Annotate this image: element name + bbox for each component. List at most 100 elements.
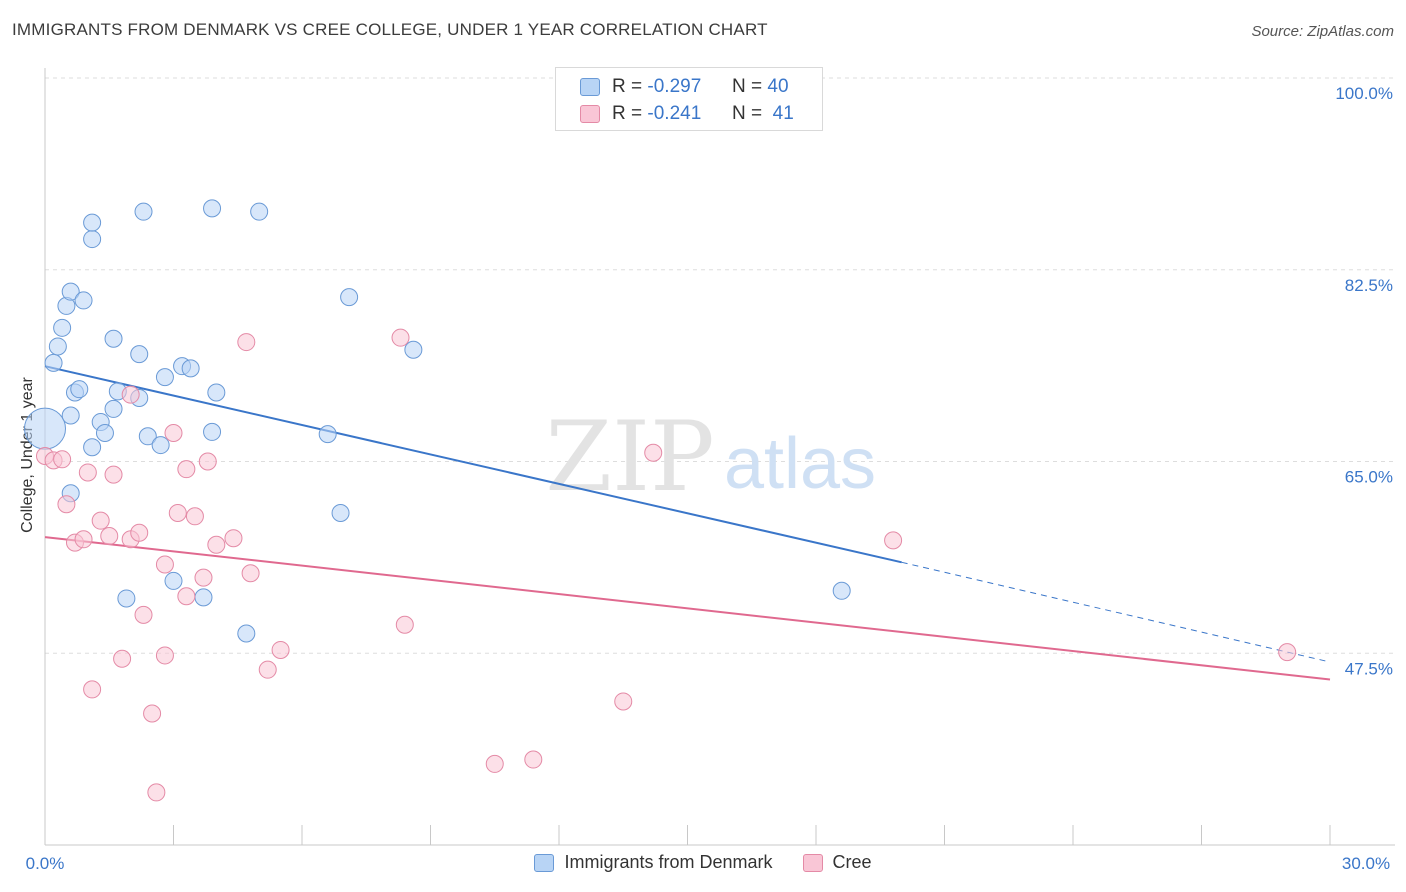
cree-point [524, 750, 543, 769]
cree-point [224, 529, 243, 548]
cree-point [485, 754, 504, 773]
cree-point [121, 385, 140, 404]
series-legend: Immigrants from Denmark Cree [0, 852, 1406, 873]
r-label: R = [612, 76, 643, 97]
denmark-point [104, 329, 123, 348]
cree-point [143, 704, 162, 723]
cree-point [391, 328, 410, 347]
denmark-point [164, 571, 183, 590]
cree-point [168, 503, 187, 522]
r-value: -0.241 [647, 103, 702, 124]
tick-labels: 100.0% 82.5% 65.0% 47.5% 0.0% 30.0% [26, 84, 1393, 873]
denmark-point [151, 436, 170, 455]
cree-point [104, 465, 123, 484]
trend-lines [44, 365, 1331, 681]
stats-legend: R = -0.297 N = 40 R = -0.241 N = 41 [555, 67, 823, 131]
chart-title: IMMIGRANTS FROM DENMARK VS CREE COLLEGE,… [12, 20, 768, 39]
watermark-atlas: atlas [724, 424, 876, 504]
cree-trend-line [44, 536, 1331, 681]
denmark-point [83, 230, 102, 249]
x-tick-label-right: 30.0% [1342, 854, 1390, 873]
denmark-point [250, 202, 269, 221]
cree-swatch [802, 853, 823, 872]
denmark-point [340, 288, 359, 307]
denmark-trend-line [44, 365, 902, 564]
denmark-trend-extension [901, 561, 1331, 663]
cree-point [395, 615, 414, 634]
denmark-point [194, 588, 213, 607]
cree-point [258, 660, 277, 679]
cree-point [147, 783, 166, 802]
legend-label: Immigrants from Denmark [564, 852, 773, 872]
n-value: 41 [772, 103, 794, 124]
denmark-point [207, 383, 226, 402]
legend-label: Cree [832, 852, 872, 872]
denmark-point [104, 399, 123, 418]
cree-point [53, 450, 72, 469]
cree-point [177, 460, 196, 479]
cree-point [207, 535, 226, 554]
cree-point [78, 463, 97, 482]
cree-point [614, 692, 633, 711]
legend-item-denmark[interactable]: Immigrants from Denmark [534, 852, 773, 873]
cree-point [57, 495, 76, 514]
denmark-point [74, 291, 93, 310]
cree-point [83, 680, 102, 699]
denmark-point [83, 213, 102, 232]
denmark-point [95, 424, 114, 443]
legend-item-cree[interactable]: Cree [802, 852, 872, 873]
cree-point [237, 333, 256, 352]
y-tick-label: 100.0% [1335, 84, 1393, 103]
n-label: N = [732, 103, 763, 124]
denmark-point [44, 353, 63, 372]
data-points [24, 199, 1297, 802]
denmark-point [48, 337, 67, 356]
y-tick-label: 82.5% [1345, 276, 1393, 295]
r-value: -0.297 [647, 76, 702, 97]
cree-point [74, 530, 93, 549]
n-value: 40 [767, 76, 789, 97]
y-tick-label: 65.0% [1345, 468, 1393, 487]
cree-swatch [580, 105, 600, 123]
denmark-point [53, 318, 72, 337]
source-label: Source: ZipAtlas.com [1251, 23, 1394, 40]
cree-point [271, 640, 290, 659]
watermark-zip: ZIP [545, 401, 714, 513]
denmark-point [138, 427, 157, 446]
denmark-point [24, 407, 66, 450]
denmark-point [61, 282, 80, 301]
denmark-point [331, 503, 350, 522]
denmark-point [134, 202, 153, 221]
cree-point [198, 452, 217, 471]
r-label: R = [612, 103, 643, 124]
denmark-point [203, 199, 222, 218]
denmark-point [181, 359, 200, 378]
denmark-point [117, 589, 136, 608]
n-label: N = [732, 76, 763, 97]
denmark-point [237, 624, 256, 643]
cree-point [1278, 643, 1297, 662]
denmark-point [203, 422, 222, 441]
watermark: ZIP atlas [545, 401, 876, 513]
cree-point [113, 649, 132, 668]
cree-point [177, 587, 196, 606]
cree-point [91, 511, 110, 530]
cree-point [164, 424, 183, 443]
denmark-point [318, 425, 337, 444]
x-tick-label-left: 0.0% [26, 854, 65, 873]
cree-point [644, 443, 663, 462]
denmark-point [130, 345, 149, 364]
denmark-swatch [534, 853, 555, 872]
denmark-point [83, 438, 102, 457]
denmark-point [404, 340, 423, 359]
cree-point [130, 523, 149, 542]
cree-point [241, 564, 260, 583]
stats-row-denmark: R = -0.297 N = 40 [580, 74, 789, 100]
denmark-point [70, 380, 89, 399]
cree-point [155, 646, 174, 665]
cree-point [100, 527, 119, 546]
cree-point [194, 568, 213, 587]
stats-row-cree: R = -0.241 N = 41 [580, 101, 794, 127]
cree-point [155, 555, 174, 574]
